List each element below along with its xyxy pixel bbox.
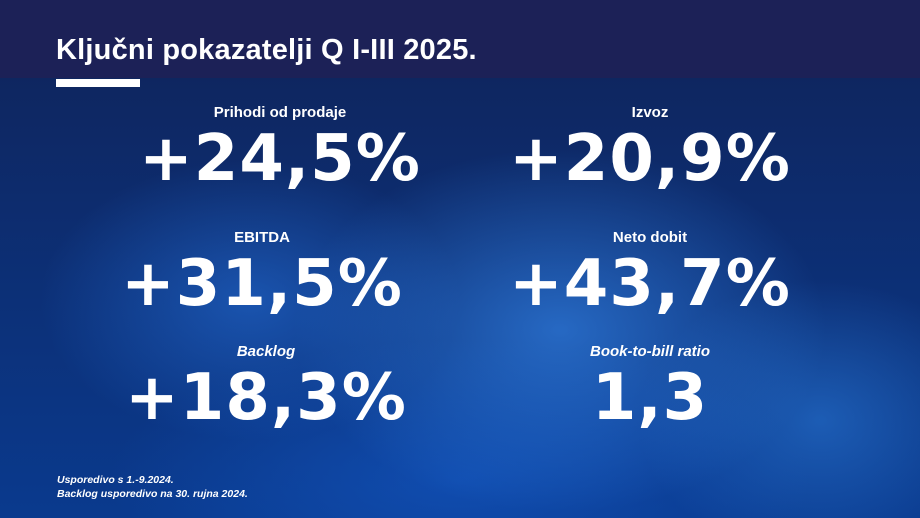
kpi-value: 1,3 — [591, 361, 709, 435]
header-band — [0, 0, 920, 78]
kpi-label: Izvoz — [631, 104, 669, 121]
kpi-book-to-bill: Book-to-bill ratio 1,3 — [450, 343, 850, 434]
kpi-net-profit: Neto dobit +43,7% — [450, 229, 850, 320]
kpi-sales-revenue: Prihodi od prodaje +24,5% — [80, 104, 480, 195]
kpi-value: +43,7% — [509, 247, 791, 321]
kpi-value: +18,3% — [125, 361, 407, 435]
kpi-value: +31,5% — [121, 247, 403, 321]
footnotes: Usporedivo s 1.-9.2024. Backlog usporedi… — [57, 473, 248, 501]
kpi-label: Backlog — [236, 343, 296, 360]
kpi-value: +24,5% — [139, 122, 421, 196]
page-title: Ključni pokazatelji Q I-III 2025. — [56, 34, 477, 66]
kpi-label: Prihodi od prodaje — [213, 104, 347, 121]
footnote: Usporedivo s 1.-9.2024. — [57, 474, 174, 486]
kpi-label: Book-to-bill ratio — [590, 343, 710, 360]
footnote: Backlog usporedivo na 30. rujna 2024. — [57, 488, 248, 500]
kpi-ebitda: EBITDA +31,5% — [62, 229, 462, 320]
kpi-exports: Izvoz +20,9% — [450, 104, 850, 195]
kpi-label: Neto dobit — [612, 229, 688, 246]
kpi-value: +20,9% — [509, 122, 791, 196]
kpi-label: EBITDA — [234, 229, 290, 246]
title-underline — [56, 79, 140, 87]
kpi-backlog: Backlog +18,3% — [66, 343, 466, 434]
